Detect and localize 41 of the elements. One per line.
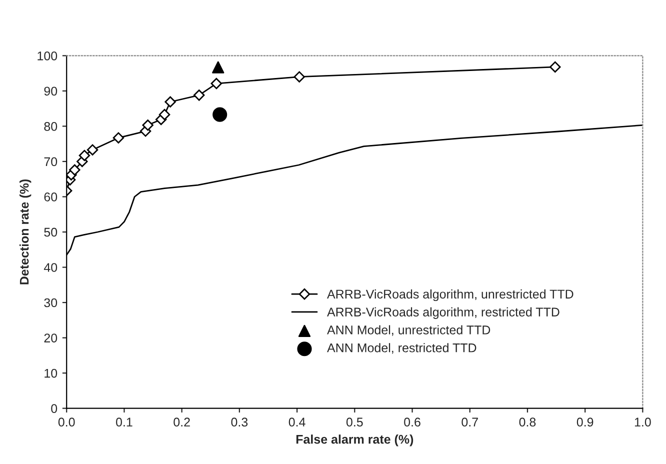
point xyxy=(210,78,222,90)
x-tick-label: 0.1 xyxy=(116,418,132,427)
point xyxy=(78,150,90,162)
y-tick-label: 50 xyxy=(44,228,58,237)
legend-label: ARRB-VicRoads algorithm, unrestricted TTD xyxy=(327,289,574,302)
legend-label: ANN Model, unrestricted TTD xyxy=(327,325,490,336)
x-tick-label: 0.5 xyxy=(346,418,363,427)
x-tick-label: 0.2 xyxy=(174,418,190,427)
x-tick-label: 0.7 xyxy=(462,418,478,427)
point xyxy=(212,61,224,74)
point xyxy=(193,90,205,101)
point xyxy=(86,144,98,156)
point xyxy=(294,71,305,82)
x-tick-label: 1.0 xyxy=(634,418,651,427)
point xyxy=(212,107,228,122)
x-tick-label: 0.4 xyxy=(288,418,306,427)
y-tick-label: 70 xyxy=(44,157,58,166)
y-tick-label: 60 xyxy=(44,192,58,202)
point xyxy=(550,61,561,73)
point xyxy=(112,132,124,144)
x-tick-label: 0.9 xyxy=(576,418,594,427)
x-tick-label: 0.6 xyxy=(404,418,420,427)
y-tick-label: 10 xyxy=(44,368,58,378)
x-tick-label: 0.0 xyxy=(58,418,75,427)
point xyxy=(158,108,170,120)
y-axis-title: Detection rate (%) xyxy=(20,179,32,284)
x-tick-label: 0.8 xyxy=(519,418,536,427)
y-tick-label: 0 xyxy=(51,404,58,413)
point xyxy=(164,96,176,108)
x-axis-title: False alarm rate (%) xyxy=(296,434,414,446)
legend-label: ANN Model, restricted TTD xyxy=(327,343,476,354)
y-tick-label: 80 xyxy=(44,122,58,131)
legend-label: ARRB-VicRoads algorithm, restricted TTD xyxy=(327,307,560,319)
point xyxy=(142,120,154,131)
y-tick-label: 20 xyxy=(44,334,58,342)
y-tick-label: 30 xyxy=(44,298,58,308)
y-tick-label: 100 xyxy=(38,51,58,60)
y-tick-label: 40 xyxy=(44,263,58,272)
point xyxy=(69,164,80,176)
y-tick-label: 90 xyxy=(44,86,58,96)
x-tick-label: 0.3 xyxy=(231,418,248,427)
